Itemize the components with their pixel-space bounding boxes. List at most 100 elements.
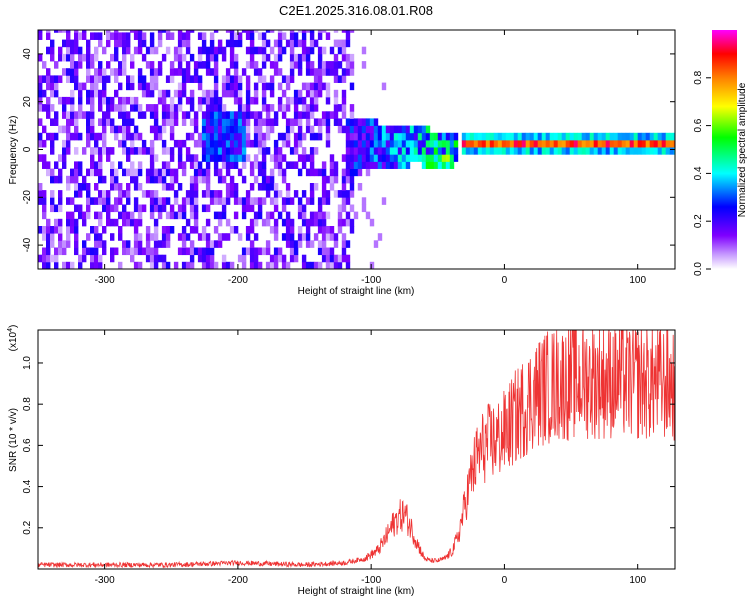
- heatmap-cell: [257, 132, 263, 141]
- heatmap-cell: [114, 32, 119, 40]
- heatmap-cell: [385, 139, 391, 148]
- heatmap-cell: [122, 68, 127, 76]
- heatmap-cell: [122, 32, 127, 40]
- heatmap-cell: [181, 53, 187, 62]
- heatmap-cell: [329, 233, 335, 241]
- heatmap-cell: [46, 30, 51, 33]
- heatmap-cell: [265, 261, 271, 269]
- heatmap-cell: [157, 204, 163, 213]
- heatmap-cell: [161, 30, 167, 33]
- heatmap-cell: [237, 168, 243, 177]
- heatmap-cell: [197, 61, 203, 69]
- heatmap-cell: [98, 197, 103, 205]
- heatmap-cell: [625, 147, 631, 155]
- heatmap-cell: [189, 240, 195, 248]
- heatmap-cell: [66, 175, 71, 184]
- heatmap-cell: [102, 132, 107, 141]
- heatmap-cell: [633, 132, 639, 141]
- heatmap-cell: [110, 68, 115, 76]
- heatmap-cell: [305, 118, 311, 126]
- heatmap-cell: [365, 161, 371, 169]
- heatmap-cell: [221, 261, 227, 269]
- heatmap-cell: [193, 204, 199, 213]
- heatmap-cell: [313, 261, 319, 269]
- heatmap-cell: [245, 204, 251, 213]
- heatmap-cell: [241, 161, 247, 169]
- heatmap-cell: [345, 211, 351, 220]
- heatmap-cell: [145, 247, 151, 256]
- heatmap-cell: [349, 53, 355, 62]
- heatmap-cell: [617, 132, 623, 141]
- heatmap-cell: [110, 96, 115, 105]
- heatmap-cell: [213, 118, 219, 126]
- heatmap-cell: [217, 139, 223, 148]
- heatmap-cell: [122, 247, 127, 256]
- heatmap-cell: [437, 147, 443, 155]
- heatmap-cell: [345, 218, 351, 227]
- heatmap-cell: [273, 139, 279, 148]
- heatmap-cell: [305, 68, 311, 76]
- heatmap-cell: [265, 111, 271, 119]
- heatmap-cell: [661, 132, 667, 141]
- heatmap-cell: [74, 147, 79, 155]
- heatmap-cell: [297, 211, 303, 220]
- heatmap-cell: [417, 139, 423, 148]
- heatmap-cell: [165, 161, 171, 169]
- heatmap-cell: [269, 30, 275, 33]
- heatmap-cell: [333, 111, 339, 119]
- heatmap-cell: [265, 30, 271, 33]
- heatmap-cell: [82, 240, 87, 248]
- heatmap-cell: [353, 118, 359, 126]
- heatmap-cell: [309, 218, 315, 227]
- heatmap-cell: [193, 183, 199, 191]
- heatmap-cell: [161, 254, 167, 263]
- heatmap-cell: [217, 39, 223, 48]
- heatmap-cell: [253, 46, 259, 55]
- heatmap-cell: [353, 147, 359, 155]
- heatmap-cell: [413, 154, 419, 162]
- heatmap-cell: [42, 89, 47, 98]
- heatmap-cell: [38, 32, 43, 40]
- heatmap-cell: [301, 132, 307, 141]
- heatmap-cell: [253, 154, 259, 162]
- heatmap-cell: [201, 89, 207, 98]
- heatmap-cell: [118, 39, 123, 48]
- heatmap-cell: [277, 82, 283, 91]
- heatmap-cell: [525, 139, 531, 148]
- heatmap-cell: [381, 82, 387, 91]
- heatmap-cell: [309, 211, 315, 220]
- heatmap-cell: [137, 75, 143, 83]
- heatmap-cell: [325, 32, 331, 40]
- heatmap-cell: [122, 39, 127, 48]
- heatmap-cell: [153, 247, 159, 256]
- heatmap-cell: [253, 125, 259, 134]
- heatmap-cell: [317, 68, 323, 76]
- heatmap-cell: [285, 104, 291, 112]
- heatmap-cell: [365, 132, 371, 141]
- heatmap-cell: [185, 39, 191, 48]
- heatmap-cell: [102, 118, 107, 126]
- heatmap-cell: [321, 30, 327, 33]
- heatmap-cell: [605, 139, 611, 148]
- heatmap-cell: [285, 197, 291, 205]
- heatmap-cell: [213, 125, 219, 134]
- heatmap-cell: [126, 211, 131, 220]
- heatmap-cell: [149, 197, 155, 205]
- heatmap-cell: [193, 190, 199, 198]
- heatmap-cell: [317, 261, 323, 269]
- heatmap-cell: [241, 197, 247, 205]
- heatmap-cell: [289, 218, 295, 227]
- heatmap-cell: [177, 139, 183, 148]
- heatmap-cell: [153, 154, 159, 162]
- heatmap-cell: [269, 226, 275, 234]
- heatmap-cell: [233, 154, 239, 162]
- heatmap-cell: [213, 154, 219, 162]
- heatmap-cell: [553, 139, 559, 148]
- heatmap-cell: [249, 96, 255, 105]
- heatmap-cell: [153, 82, 159, 91]
- heatmap-cell: [473, 132, 479, 141]
- heatmap-cell: [229, 161, 235, 169]
- heatmap-cell: [137, 82, 143, 91]
- heatmap-cell: [90, 75, 95, 83]
- heatmap-cell: [317, 211, 323, 220]
